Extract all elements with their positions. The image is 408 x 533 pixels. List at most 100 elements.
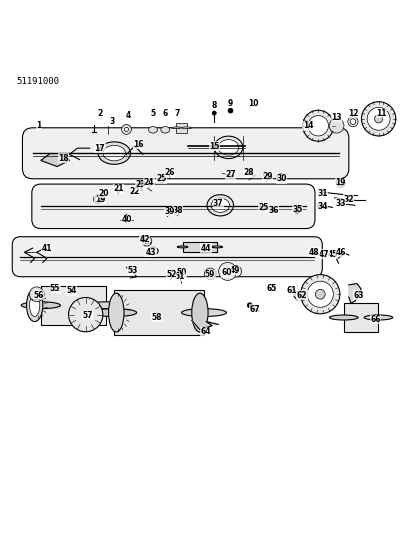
- Ellipse shape: [148, 247, 158, 255]
- Text: 39: 39: [164, 207, 175, 216]
- Ellipse shape: [364, 315, 393, 320]
- Text: 31: 31: [317, 189, 328, 198]
- Ellipse shape: [218, 140, 239, 155]
- Text: 10: 10: [248, 99, 258, 108]
- Circle shape: [142, 236, 152, 246]
- Circle shape: [271, 208, 274, 211]
- Ellipse shape: [92, 309, 137, 317]
- Circle shape: [230, 265, 242, 277]
- Polygon shape: [41, 286, 106, 325]
- Circle shape: [361, 102, 396, 136]
- Circle shape: [317, 203, 322, 208]
- Circle shape: [212, 111, 216, 115]
- Text: 60: 60: [221, 268, 232, 277]
- Text: 25: 25: [156, 174, 166, 183]
- Text: 38: 38: [172, 206, 183, 215]
- Text: 45: 45: [327, 250, 338, 259]
- Text: 65: 65: [266, 285, 277, 294]
- Ellipse shape: [277, 174, 284, 181]
- Text: 13: 13: [331, 113, 342, 122]
- Polygon shape: [41, 154, 69, 166]
- Text: 44: 44: [201, 244, 211, 253]
- Ellipse shape: [211, 198, 230, 213]
- Circle shape: [321, 251, 328, 257]
- Text: 64: 64: [201, 327, 211, 336]
- Text: 61: 61: [286, 286, 297, 295]
- Text: 11: 11: [376, 109, 387, 118]
- Text: 67: 67: [250, 305, 260, 314]
- Ellipse shape: [161, 126, 170, 133]
- Text: 62: 62: [297, 290, 307, 300]
- Text: 50: 50: [176, 268, 187, 277]
- Text: 46: 46: [335, 248, 346, 257]
- Text: 33: 33: [335, 199, 346, 208]
- Text: 49: 49: [229, 266, 240, 275]
- FancyBboxPatch shape: [12, 237, 322, 277]
- Bar: [51, 287, 59, 290]
- Text: 28: 28: [244, 168, 254, 177]
- Text: 27: 27: [225, 170, 236, 179]
- Ellipse shape: [172, 127, 181, 128]
- Text: 1: 1: [36, 121, 41, 130]
- Ellipse shape: [207, 195, 233, 216]
- Ellipse shape: [268, 285, 275, 291]
- Circle shape: [307, 281, 333, 308]
- Text: 57: 57: [82, 311, 93, 320]
- Ellipse shape: [109, 293, 124, 332]
- Circle shape: [29, 287, 44, 302]
- Circle shape: [315, 289, 325, 299]
- Text: 56: 56: [33, 290, 44, 300]
- Text: 36: 36: [268, 206, 279, 215]
- Circle shape: [228, 108, 233, 113]
- Text: 41: 41: [42, 244, 52, 253]
- Ellipse shape: [182, 127, 192, 128]
- Ellipse shape: [192, 293, 208, 332]
- Text: 51: 51: [174, 272, 185, 281]
- Text: 32: 32: [344, 195, 354, 204]
- Text: 4: 4: [126, 111, 131, 120]
- Text: 23: 23: [135, 180, 146, 189]
- Circle shape: [295, 210, 299, 214]
- Text: 16: 16: [133, 140, 144, 149]
- Text: 18: 18: [58, 154, 69, 163]
- Text: 12: 12: [348, 109, 358, 118]
- Text: 47: 47: [319, 250, 330, 259]
- Text: 52: 52: [166, 270, 177, 279]
- Circle shape: [308, 116, 328, 136]
- Ellipse shape: [182, 309, 226, 317]
- Text: 48: 48: [309, 248, 319, 257]
- Text: 15: 15: [209, 142, 220, 151]
- Text: 35: 35: [293, 205, 303, 214]
- Text: 37: 37: [213, 199, 224, 208]
- Ellipse shape: [86, 302, 126, 309]
- Polygon shape: [176, 123, 186, 133]
- Circle shape: [375, 115, 383, 123]
- Text: 21: 21: [113, 184, 124, 193]
- Circle shape: [261, 206, 266, 211]
- Ellipse shape: [103, 146, 126, 161]
- Text: 53: 53: [127, 266, 138, 275]
- Text: 22: 22: [129, 187, 140, 196]
- Text: 26: 26: [164, 168, 175, 177]
- Text: 9: 9: [228, 99, 233, 108]
- Text: 20: 20: [99, 189, 109, 198]
- Circle shape: [301, 274, 340, 314]
- Circle shape: [350, 119, 356, 125]
- Ellipse shape: [212, 246, 223, 248]
- Ellipse shape: [21, 302, 60, 309]
- Text: 30: 30: [276, 174, 287, 183]
- Circle shape: [367, 107, 390, 130]
- Text: 29: 29: [262, 172, 273, 181]
- Text: 43: 43: [146, 248, 156, 257]
- Text: 55: 55: [50, 285, 60, 294]
- Circle shape: [204, 268, 216, 279]
- Circle shape: [124, 127, 129, 132]
- Text: 2: 2: [98, 109, 102, 118]
- Circle shape: [247, 303, 252, 308]
- Text: 59: 59: [205, 270, 215, 279]
- Polygon shape: [114, 290, 204, 335]
- Text: 14: 14: [303, 121, 313, 130]
- Text: 54: 54: [66, 286, 77, 295]
- FancyBboxPatch shape: [22, 128, 349, 179]
- Text: 25: 25: [258, 203, 268, 212]
